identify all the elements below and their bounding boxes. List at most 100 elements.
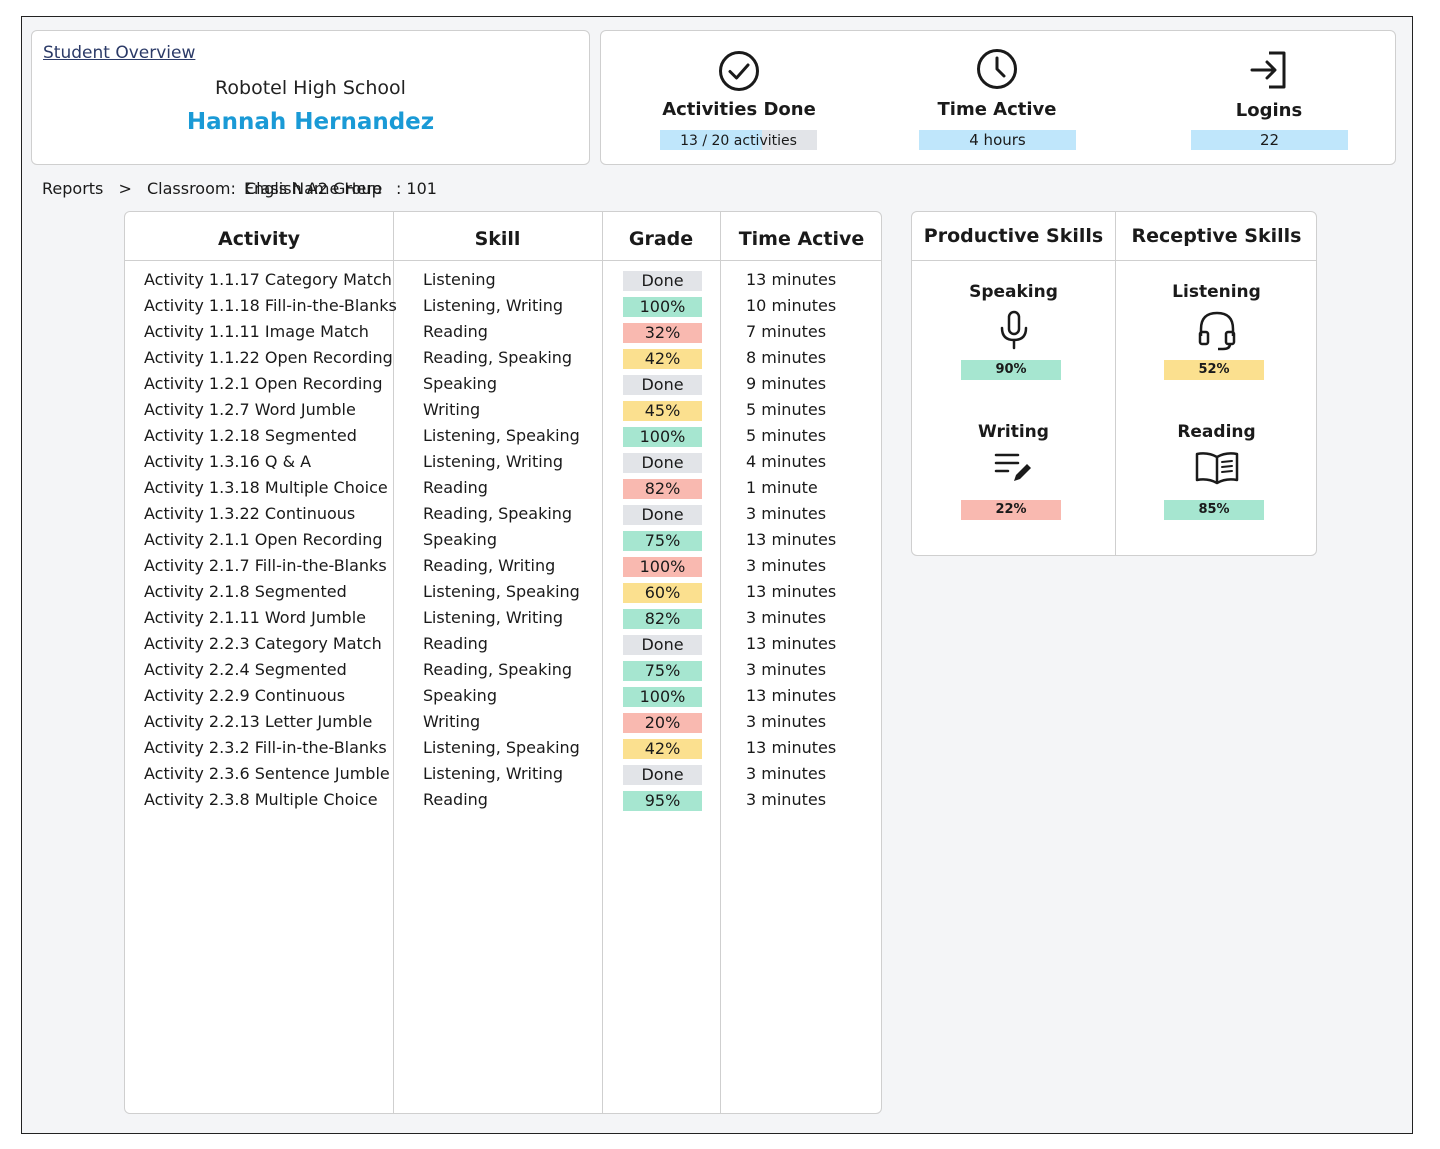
skill-cell: Listening, Speaking xyxy=(423,426,580,445)
table-row: Activity 2.2.13 Letter Jumble Writing 20% 3… xyxy=(125,710,881,736)
time-cell: 13 minutes xyxy=(746,738,837,757)
report-frame: Student Overview Robotel High School Han… xyxy=(21,16,1413,1134)
grade-badge: Done xyxy=(623,765,702,785)
activity-table: Activity Skill Grade Time Active Activit… xyxy=(124,211,882,1114)
stat-value: 4 hours xyxy=(919,130,1076,150)
header-divider xyxy=(125,260,881,261)
table-row: Activity 1.2.1 Open Recording Speaking Don… xyxy=(125,372,881,398)
skill-cell: Reading xyxy=(423,634,488,653)
skill-score: 22% xyxy=(961,500,1061,520)
grade-badge: 100% xyxy=(623,687,702,707)
activity-cell[interactable]: Activity 2.2.9 Continuous xyxy=(144,686,346,705)
table-row: Activity 1.1.17 Category Match Listening D… xyxy=(125,268,881,294)
grade-badge: 45% xyxy=(623,401,702,421)
table-row: Activity 2.2.4 Segmented Reading, Speakin… xyxy=(125,658,881,684)
table-row: Activity 1.1.11 Image Match Reading 32% 7 m… xyxy=(125,320,881,346)
skill-cell: Listening, Speaking xyxy=(423,738,580,757)
check-circle-icon xyxy=(719,51,759,91)
activity-cell[interactable]: Activity 1.1.22 Open Recording xyxy=(144,348,393,367)
table-row: Activity 2.1.11 Word Jumble Listening, Wr… xyxy=(125,606,881,632)
skill-cell: Speaking xyxy=(423,686,497,705)
receptive-skills-title: Receptive Skills xyxy=(1131,225,1302,247)
activity-cell[interactable]: Activity 2.1.11 Word Jumble xyxy=(144,608,366,627)
skill-cell: Reading, Writing xyxy=(423,556,556,575)
breadcrumb-reports[interactable]: Reports xyxy=(42,179,104,198)
activity-cell[interactable]: Activity 1.3.16 Q & A xyxy=(144,452,312,471)
grade-badge: Done xyxy=(623,271,702,291)
time-cell: 3 minutes xyxy=(746,790,827,809)
skill-cell: Reading xyxy=(423,790,488,809)
activity-cell[interactable]: Activity 2.3.2 Fill-in-the-Blanks xyxy=(144,738,387,757)
activities-progress-bar: 13 / 20 activities xyxy=(660,130,817,150)
grade-badge: 42% xyxy=(623,349,702,369)
breadcrumb-separator: > xyxy=(118,179,132,198)
stat-label: Logins xyxy=(1235,100,1303,121)
table-row: Activity 2.3.6 Sentence Jumble Listening,… xyxy=(125,762,881,788)
grade-badge: 20% xyxy=(623,713,702,733)
activity-cell[interactable]: Activity 2.1.7 Fill-in-the-Blanks xyxy=(144,556,387,575)
column-divider xyxy=(1115,212,1116,555)
grade-badge: 75% xyxy=(623,531,702,551)
breadcrumb-classroom-number: : 101 xyxy=(395,179,437,198)
skill-score: 85% xyxy=(1164,500,1264,520)
grade-badge: 82% xyxy=(623,479,702,499)
activity-cell[interactable]: Activity 2.3.8 Multiple Choice xyxy=(144,790,378,809)
student-overview-link[interactable]: Student Overview xyxy=(43,43,196,63)
activity-cell[interactable]: Activity 1.2.18 Segmented xyxy=(144,426,357,445)
activity-cell[interactable]: Activity 1.2.1 Open Recording xyxy=(144,374,383,393)
column-header-skill: Skill xyxy=(474,228,521,250)
student-name: Hannah Hernandez xyxy=(186,109,435,135)
productive-skills-title: Productive Skills xyxy=(923,225,1104,247)
activity-cell[interactable]: Activity 2.1.8 Segmented xyxy=(144,582,347,601)
table-row: Activity 1.1.18 Fill-in-the-Blanks Listen… xyxy=(125,294,881,320)
time-cell: 3 minutes xyxy=(746,764,827,783)
activity-cell[interactable]: Activity 2.1.1 Open Recording xyxy=(144,530,383,549)
activity-cell[interactable]: Activity 1.3.18 Multiple Choice xyxy=(144,478,388,497)
classroom-name-a: English A2 Group xyxy=(243,179,382,198)
headphones-icon xyxy=(1198,311,1235,351)
activity-cell[interactable]: Activity 1.2.7 Word Jumble xyxy=(144,400,356,419)
stats-card: Activities Done 13 / 20 activities Time … xyxy=(600,30,1396,165)
table-row: Activity 1.3.22 Continuous Reading, Speak… xyxy=(125,502,881,528)
table-row: Activity 2.1.1 Open Recording Speaking 75%… xyxy=(125,528,881,554)
skill-cell: Reading, Speaking xyxy=(423,348,573,367)
table-row: Activity 2.1.8 Segmented Listening, Speak… xyxy=(125,580,881,606)
table-row: Activity 2.3.2 Fill-in-the-Blanks Listeni… xyxy=(125,736,881,762)
skill-cell: Reading, Speaking xyxy=(423,504,573,523)
time-cell: 13 minutes xyxy=(746,582,837,601)
skill-cell: Speaking xyxy=(423,374,497,393)
activity-cell[interactable]: Activity 2.3.6 Sentence Jumble xyxy=(144,764,390,783)
skill-listening: Listening 52% xyxy=(1115,282,1318,412)
skill-cell: Listening xyxy=(423,270,496,289)
login-icon xyxy=(1250,51,1286,89)
student-card: Student Overview Robotel High School Han… xyxy=(31,30,590,165)
activity-cell[interactable]: Activity 2.2.4 Segmented xyxy=(144,660,347,679)
activity-cell[interactable]: Activity 1.1.17 Category Match xyxy=(144,270,392,289)
skill-name: Writing xyxy=(978,422,1049,442)
grade-badge: Done xyxy=(623,375,702,395)
column-header-activity: Activity xyxy=(218,228,300,250)
activity-cell[interactable]: Activity 2.2.13 Letter Jumble xyxy=(144,712,373,731)
clock-icon xyxy=(977,49,1017,89)
time-cell: 13 minutes xyxy=(746,686,837,705)
grade-badge: Done xyxy=(623,505,702,525)
skill-cell: Listening, Speaking xyxy=(423,582,580,601)
skill-cell: Listening, Writing xyxy=(423,452,564,471)
skill-name: Reading xyxy=(1177,422,1256,442)
time-cell: 5 minutes xyxy=(746,426,827,445)
breadcrumb-classroom-name: English A2 Group Class Name Here xyxy=(241,179,417,199)
grade-badge: 82% xyxy=(623,609,702,629)
activity-cell[interactable]: Activity 1.1.11 Image Match xyxy=(144,322,369,341)
activity-cell[interactable]: Activity 1.1.18 Fill-in-the-Blanks xyxy=(144,296,397,315)
activity-cell[interactable]: Activity 2.2.3 Category Match xyxy=(144,634,382,653)
time-cell: 3 minutes xyxy=(746,504,827,523)
time-cell: 1 minute xyxy=(746,478,818,497)
grade-badge: 60% xyxy=(623,583,702,603)
writing-icon xyxy=(994,453,1031,481)
stat-activities-done: Activities Done 13 / 20 activities xyxy=(639,31,839,166)
column-header-grade: Grade xyxy=(628,228,694,250)
grade-badge: Done xyxy=(623,453,702,473)
skills-card: Productive Skills Receptive Skills Speak… xyxy=(911,211,1317,556)
activity-cell[interactable]: Activity 1.3.22 Continuous xyxy=(144,504,356,523)
skill-cell: Reading xyxy=(423,478,488,497)
